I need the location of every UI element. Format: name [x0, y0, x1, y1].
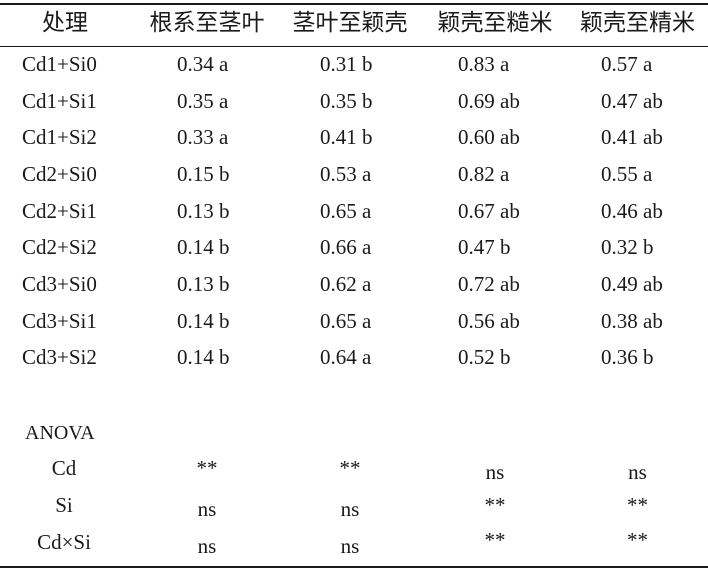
husk-to-brown-rice-cell: 0.83 a — [458, 52, 510, 76]
table-row: Cd3+Si2 0.14 b 0.64 a 0.52 b 0.36 b — [0, 347, 708, 377]
table-row: Cd1+Si1 0.35 a 0.35 b 0.69 ab 0.47 ab — [0, 91, 708, 121]
anova-factor: Cd — [51, 456, 77, 480]
anova-value: ** — [339, 456, 361, 480]
table-row: Cd2+Si2 0.14 b 0.66 a 0.47 b 0.32 b — [0, 237, 708, 267]
table-row: Cd3+Si0 0.13 b 0.62 a 0.72 ab 0.49 ab — [0, 274, 708, 304]
husk-to-polished-rice-cell: 0.41 ab — [601, 125, 663, 149]
table-row: Cd3+Si1 0.14 b 0.65 a 0.56 ab 0.38 ab — [0, 311, 708, 341]
table-row: Cd2+Si1 0.13 b 0.65 a 0.67 ab 0.46 ab — [0, 201, 708, 231]
table-top-rule — [0, 3, 708, 5]
treatment-cell: Cd1+Si1 — [22, 89, 97, 113]
husk-to-brown-rice-cell: 0.82 a — [458, 162, 510, 186]
husk-to-brown-rice-cell: 0.67 ab — [458, 199, 520, 223]
husk-to-polished-rice-cell: 0.36 b — [601, 345, 654, 369]
treatment-cell: Cd2+Si2 — [22, 235, 97, 259]
anova-value: ** — [484, 493, 506, 517]
header-root-to-shoot: 根系至茎叶 — [149, 10, 265, 36]
husk-to-polished-rice-cell: 0.32 b — [601, 235, 654, 259]
root-to-shoot-cell: 0.14 b — [177, 235, 230, 259]
husk-to-polished-rice-cell: 0.49 ab — [601, 272, 663, 296]
husk-to-brown-rice-cell: 0.60 ab — [458, 125, 520, 149]
anova-value: ns — [628, 460, 647, 484]
treatment-cell: Cd3+Si1 — [22, 309, 97, 333]
anova-row: Si ns ns ** ** — [0, 495, 708, 525]
shoot-to-husk-cell: 0.62 a — [320, 272, 372, 296]
anova-value: ** — [627, 493, 648, 517]
treatment-cell: Cd3+Si2 — [22, 345, 97, 369]
husk-to-brown-rice-cell: 0.56 ab — [458, 309, 520, 333]
shoot-to-husk-cell: 0.41 b — [320, 125, 373, 149]
anova-value: ns — [197, 497, 217, 521]
anova-factor: Cd×Si — [37, 530, 91, 554]
husk-to-brown-rice-cell: 0.47 b — [458, 235, 511, 259]
anova-value: ns — [340, 534, 360, 558]
shoot-to-husk-cell: 0.31 b — [320, 52, 373, 76]
treatment-cell: Cd2+Si1 — [22, 199, 97, 223]
husk-to-polished-rice-cell: 0.57 a — [601, 52, 653, 76]
anova-value: ** — [484, 528, 506, 552]
shoot-to-husk-cell: 0.53 a — [320, 162, 372, 186]
root-to-shoot-cell: 0.14 b — [177, 345, 230, 369]
root-to-shoot-cell: 0.14 b — [177, 309, 230, 333]
anova-value: ns — [340, 497, 360, 521]
treatment-cell: Cd2+Si0 — [22, 162, 97, 186]
treatment-cell: Cd1+Si0 — [22, 52, 97, 76]
table-row: Cd1+Si0 0.34 a 0.31 b 0.83 a 0.57 a — [0, 54, 708, 84]
anova-row: Cd ** ** ns ns — [0, 458, 708, 488]
root-to-shoot-cell: 0.34 a — [177, 52, 229, 76]
table-row: Cd2+Si0 0.15 b 0.53 a 0.82 a 0.55 a — [0, 164, 708, 194]
root-to-shoot-cell: 0.13 b — [177, 272, 230, 296]
husk-to-polished-rice-cell: 0.55 a — [601, 162, 653, 186]
header-treatment: 处理 — [42, 10, 88, 36]
anova-value: ** — [196, 456, 218, 480]
husk-to-polished-rice-cell: 0.46 ab — [601, 199, 663, 223]
header-shoot-to-husk: 茎叶至颖壳 — [292, 10, 408, 36]
anova-row: Cd×Si ns ns ** ** — [0, 528, 708, 562]
anova-value: ns — [197, 534, 217, 558]
anova-value: ns — [485, 460, 505, 484]
husk-to-brown-rice-cell: 0.52 b — [458, 345, 511, 369]
anova-factor: Si — [55, 493, 73, 517]
husk-to-polished-rice-cell: 0.47 ab — [601, 89, 663, 113]
anova-value: ** — [627, 528, 648, 552]
husk-to-brown-rice-cell: 0.72 ab — [458, 272, 520, 296]
header-husk-to-brown-rice: 颖壳至糙米 — [437, 10, 553, 36]
husk-to-polished-rice-cell: 0.38 ab — [601, 309, 663, 333]
shoot-to-husk-cell: 0.35 b — [320, 89, 373, 113]
root-to-shoot-cell: 0.13 b — [177, 199, 230, 223]
table-bottom-rule — [0, 566, 708, 568]
shoot-to-husk-cell: 0.66 a — [320, 235, 372, 259]
husk-to-brown-rice-cell: 0.69 ab — [458, 89, 520, 113]
treatment-cell: Cd1+Si2 — [22, 125, 97, 149]
shoot-to-husk-cell: 0.65 a — [320, 309, 372, 333]
header-husk-to-polished-rice: 颖壳至精米 — [580, 10, 695, 36]
root-to-shoot-cell: 0.33 a — [177, 125, 229, 149]
anova-title: ANOVA — [25, 422, 95, 444]
shoot-to-husk-cell: 0.65 a — [320, 199, 372, 223]
table-row: Cd1+Si2 0.33 a 0.41 b 0.60 ab 0.41 ab — [0, 127, 708, 157]
treatment-cell: Cd3+Si0 — [22, 272, 97, 296]
table-header-rule — [0, 46, 708, 47]
root-to-shoot-cell: 0.35 a — [177, 89, 229, 113]
shoot-to-husk-cell: 0.64 a — [320, 345, 372, 369]
root-to-shoot-cell: 0.15 b — [177, 162, 230, 186]
